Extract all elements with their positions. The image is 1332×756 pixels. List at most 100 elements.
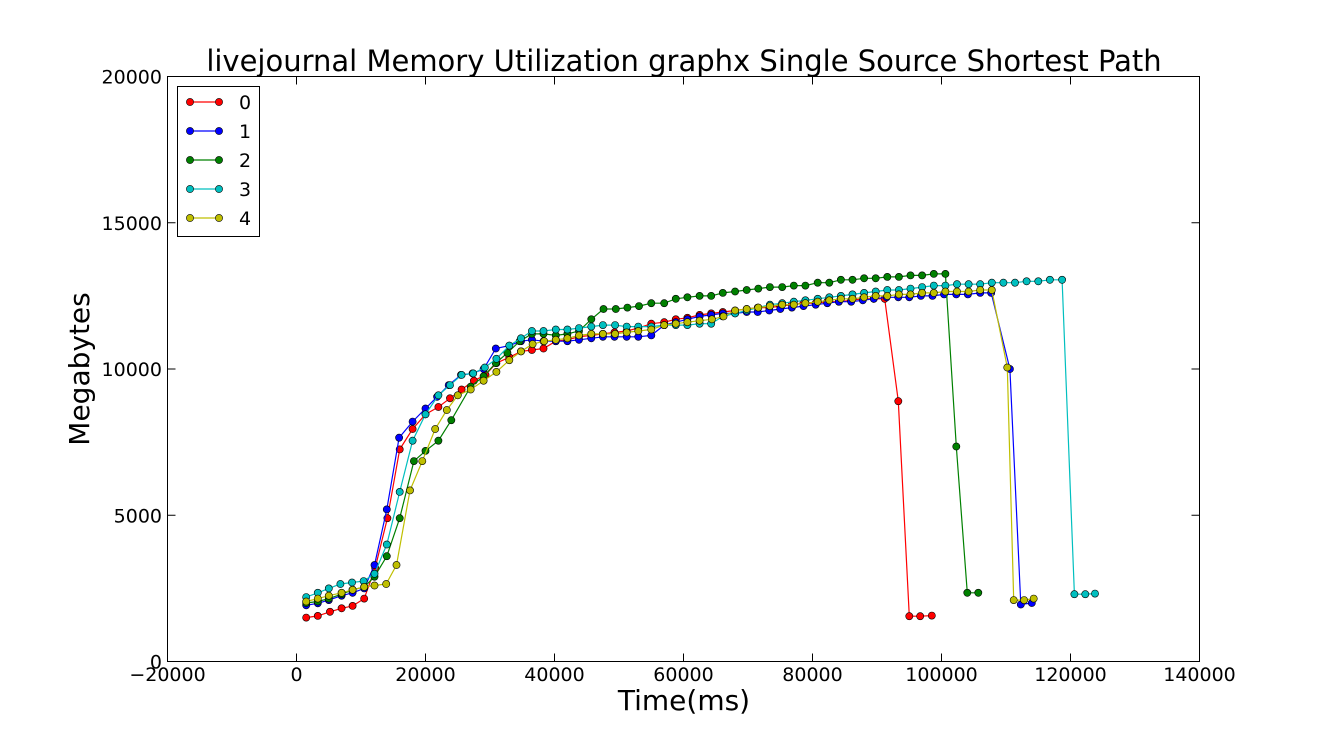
data-point (848, 294, 857, 303)
data-point (587, 329, 596, 338)
data-point (395, 487, 404, 496)
y-tick-label: 15000 (102, 213, 162, 235)
data-point (431, 425, 440, 433)
data-point (406, 486, 414, 495)
data-point (324, 584, 333, 593)
data-point (382, 505, 391, 514)
data-point (671, 294, 680, 303)
legend-label: 2 (239, 150, 251, 172)
data-point (447, 416, 456, 425)
data-point (492, 354, 501, 363)
legend-label: 0 (239, 92, 251, 114)
data-point (1046, 275, 1054, 284)
data-point (563, 325, 572, 334)
series-4 (302, 286, 1038, 606)
data-point (754, 284, 763, 293)
axis-ticks: −20000 0 20000 40000 60000 80000 100000 120000 1… (102, 67, 1236, 687)
data-point (382, 580, 391, 588)
data-point (575, 324, 583, 332)
series-line-0 (306, 298, 932, 619)
data-point (953, 280, 961, 289)
data-point (382, 540, 391, 549)
data-point (719, 312, 728, 321)
data-point (408, 417, 417, 426)
data-point (479, 376, 488, 385)
data-point (492, 367, 501, 376)
data-point (987, 286, 996, 294)
data-point (1034, 277, 1043, 286)
data-point (1029, 594, 1038, 603)
data-point (517, 334, 525, 343)
data-point (517, 347, 525, 356)
data-point (302, 597, 311, 606)
data-point (563, 334, 572, 343)
data-point (731, 287, 739, 296)
data-point (895, 290, 903, 299)
data-point (480, 363, 489, 372)
data-point (1058, 275, 1066, 284)
data-point (421, 410, 430, 419)
legend: 0 1 2 3 4 (177, 86, 260, 237)
data-point (491, 344, 500, 353)
data-point (434, 403, 443, 411)
data-point (348, 578, 356, 587)
series-2 (302, 269, 983, 607)
data-point (647, 299, 656, 308)
y-tick-label: 10000 (102, 359, 162, 381)
data-point (976, 286, 985, 294)
data-point (587, 315, 596, 324)
data-point (860, 274, 868, 283)
x-tick-label: 20000 (395, 664, 455, 686)
data-point (778, 283, 787, 291)
data-point (539, 327, 548, 335)
legend-label: 3 (239, 179, 251, 201)
x-tick-label: 0 (290, 664, 302, 686)
series-1 (302, 288, 1036, 610)
data-point (599, 321, 607, 329)
data-point (974, 588, 983, 597)
data-point (453, 391, 462, 400)
x-tick-label: 120000 (1034, 664, 1107, 686)
data-point (1009, 596, 1018, 604)
data-point (611, 321, 619, 329)
data-point (313, 594, 322, 603)
axes-frame (167, 76, 1200, 662)
legend-item-2: 2 (186, 150, 251, 172)
data-point (505, 356, 514, 365)
data-point (825, 278, 834, 287)
legend-marker (215, 98, 223, 106)
legend-marker (186, 127, 194, 135)
data-point (408, 436, 417, 445)
x-tick-label: 140000 (1163, 664, 1236, 686)
data-point (551, 325, 560, 334)
data-point (929, 281, 938, 290)
y-axis-title: Megabytes (63, 292, 96, 445)
data-point (599, 305, 608, 313)
data-point (442, 406, 451, 414)
data-point (1011, 278, 1019, 287)
series-line-1 (306, 292, 1032, 606)
data-point (313, 612, 322, 620)
data-point (837, 294, 845, 303)
data-point (466, 385, 475, 394)
data-point (916, 612, 925, 621)
data-point (813, 278, 822, 287)
data-point (469, 369, 478, 378)
data-point (941, 287, 950, 296)
data-point (1081, 590, 1090, 599)
legend-marker (215, 185, 223, 193)
data-point (503, 348, 512, 357)
data-point (434, 436, 443, 445)
data-point (731, 306, 739, 315)
data-point (337, 588, 346, 597)
data-point (635, 302, 643, 310)
data-point (742, 305, 751, 313)
data-point (395, 514, 404, 523)
data-point (906, 271, 915, 280)
data-point (575, 331, 583, 340)
data-point (941, 269, 950, 278)
legend-item-3: 3 (186, 179, 251, 201)
series-3 (302, 275, 1099, 601)
data-point (660, 299, 669, 308)
